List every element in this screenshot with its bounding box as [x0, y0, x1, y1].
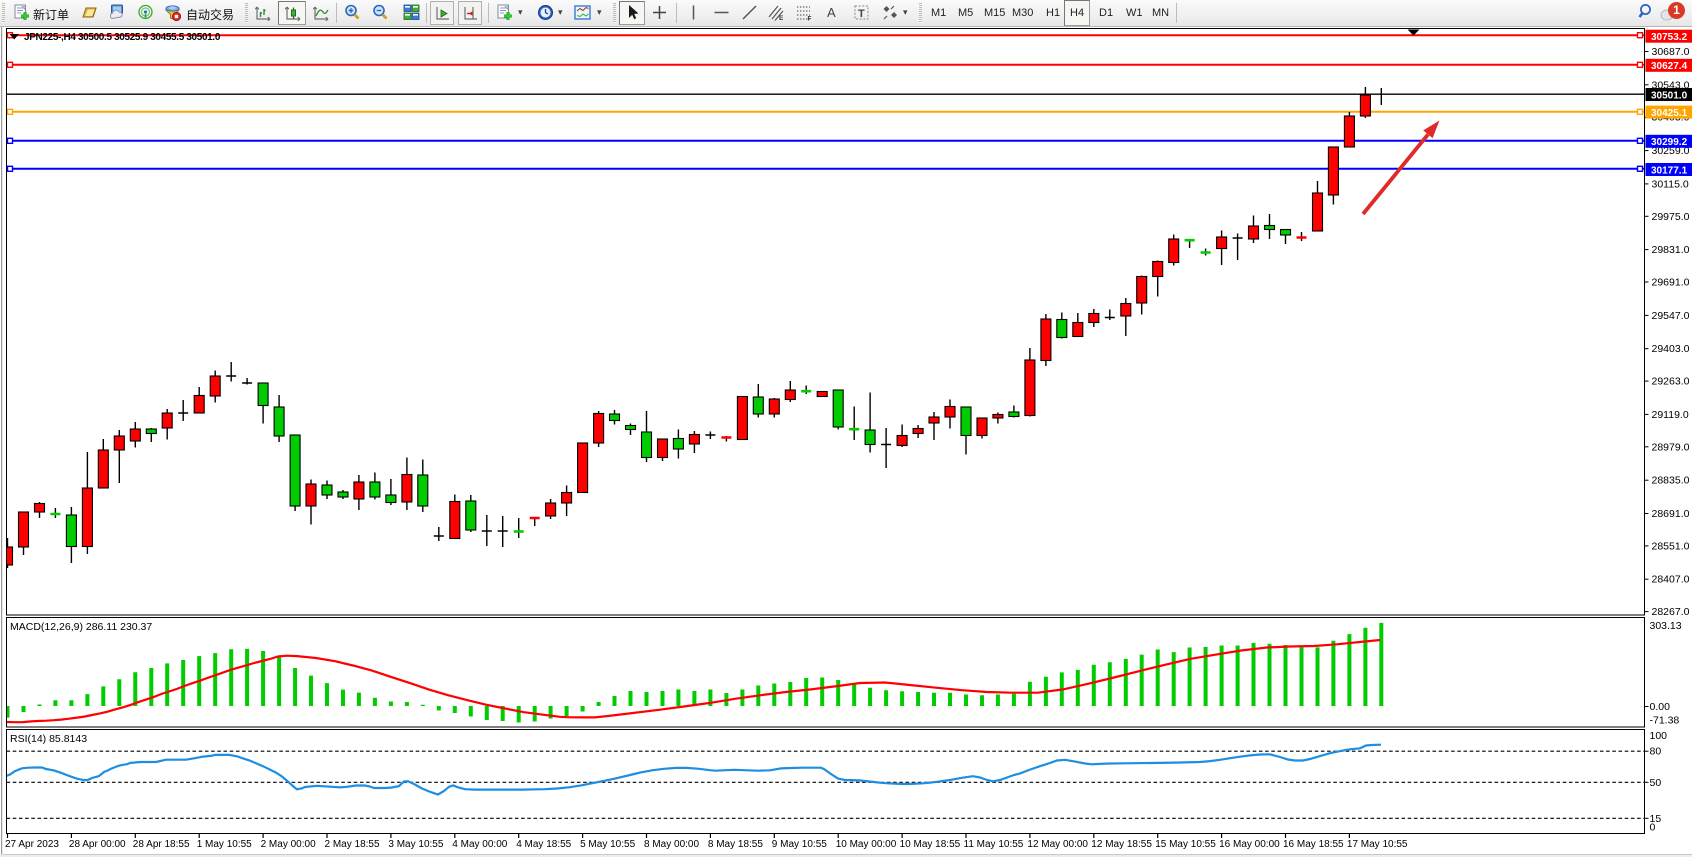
svg-text:29119.0: 29119.0 — [1652, 409, 1689, 421]
svg-text:29975.0: 29975.0 — [1652, 211, 1690, 223]
svg-text:10 May 00:00: 10 May 00:00 — [836, 839, 897, 850]
svg-text:15 May 10:55: 15 May 10:55 — [1155, 839, 1216, 850]
svg-text:100: 100 — [1650, 730, 1668, 742]
svg-text:50: 50 — [1650, 777, 1662, 789]
svg-text:0: 0 — [1650, 822, 1656, 834]
svg-text:28 Apr 18:55: 28 Apr 18:55 — [133, 839, 190, 850]
svg-text:28 Apr 00:00: 28 Apr 00:00 — [69, 839, 126, 850]
svg-text:29263.0: 29263.0 — [1652, 376, 1690, 388]
svg-text:29691.0: 29691.0 — [1652, 277, 1690, 289]
svg-text:30753.2: 30753.2 — [1651, 32, 1688, 43]
svg-text:4 May 18:55: 4 May 18:55 — [516, 839, 571, 850]
svg-text:17 May 10:55: 17 May 10:55 — [1347, 839, 1408, 850]
svg-text:1 May 10:55: 1 May 10:55 — [197, 839, 252, 850]
svg-text:2 May 18:55: 2 May 18:55 — [325, 839, 380, 850]
svg-text:11 May 10:55: 11 May 10:55 — [964, 839, 1024, 850]
svg-text:0.00: 0.00 — [1650, 701, 1671, 713]
svg-text:15: 15 — [1650, 813, 1662, 825]
svg-text:4 May 00:00: 4 May 00:00 — [452, 839, 507, 850]
svg-text:28979.0: 28979.0 — [1652, 441, 1690, 453]
svg-text:28835.0: 28835.0 — [1652, 475, 1690, 487]
svg-text:29547.0: 29547.0 — [1652, 310, 1690, 322]
svg-text:16 May 00:00: 16 May 00:00 — [1219, 839, 1280, 850]
svg-text:12 May 00:00: 12 May 00:00 — [1027, 839, 1088, 850]
svg-text:28407.0: 28407.0 — [1652, 574, 1690, 586]
svg-text:30259.0: 30259.0 — [1652, 145, 1690, 157]
svg-text:80: 80 — [1650, 746, 1662, 758]
svg-text:10 May 18:55: 10 May 18:55 — [900, 839, 961, 850]
svg-text:303.13: 303.13 — [1650, 620, 1682, 632]
svg-text:8 May 18:55: 8 May 18:55 — [708, 839, 763, 850]
svg-text:E: E — [779, 15, 784, 21]
svg-text:28551.0: 28551.0 — [1652, 540, 1690, 552]
svg-text:3 May 10:55: 3 May 10:55 — [388, 839, 443, 850]
svg-text:RSI(14) 85.8143: RSI(14) 85.8143 — [10, 733, 87, 745]
svg-text:JPN225-,H4 30500.5 30525.9 30: JPN225-,H4 30500.5 30525.9 30455.5 30501… — [24, 32, 221, 43]
svg-text:30177.1: 30177.1 — [1651, 165, 1688, 176]
svg-text:30425.1: 30425.1 — [1651, 108, 1688, 119]
svg-text:28691.0: 28691.0 — [1652, 508, 1690, 520]
svg-text:28267.0: 28267.0 — [1652, 606, 1690, 618]
svg-text:30627.4: 30627.4 — [1651, 61, 1688, 72]
svg-text:T: T — [858, 8, 865, 20]
svg-text:30299.2: 30299.2 — [1651, 137, 1688, 148]
svg-text:30687.0: 30687.0 — [1652, 46, 1690, 58]
svg-text:29831.0: 29831.0 — [1652, 244, 1690, 256]
svg-text:16 May 18:55: 16 May 18:55 — [1283, 839, 1344, 850]
svg-text:29403.0: 29403.0 — [1652, 343, 1690, 355]
svg-text:5 May 10:55: 5 May 10:55 — [580, 839, 635, 850]
svg-text:-71.38: -71.38 — [1650, 715, 1680, 727]
svg-text:12 May 18:55: 12 May 18:55 — [1091, 839, 1152, 850]
svg-text:2 May 00:00: 2 May 00:00 — [261, 839, 316, 850]
svg-text:8 May 00:00: 8 May 00:00 — [644, 839, 699, 850]
svg-text:30115.0: 30115.0 — [1652, 178, 1689, 190]
svg-text:MACD(12,26,9) 286.11 230.37: MACD(12,26,9) 286.11 230.37 — [10, 621, 152, 633]
svg-text:27 Apr 2023: 27 Apr 2023 — [5, 839, 59, 850]
svg-text:9 May 10:55: 9 May 10:55 — [772, 839, 827, 850]
svg-text:F: F — [808, 16, 812, 22]
svg-text:30501.0: 30501.0 — [1651, 90, 1688, 101]
